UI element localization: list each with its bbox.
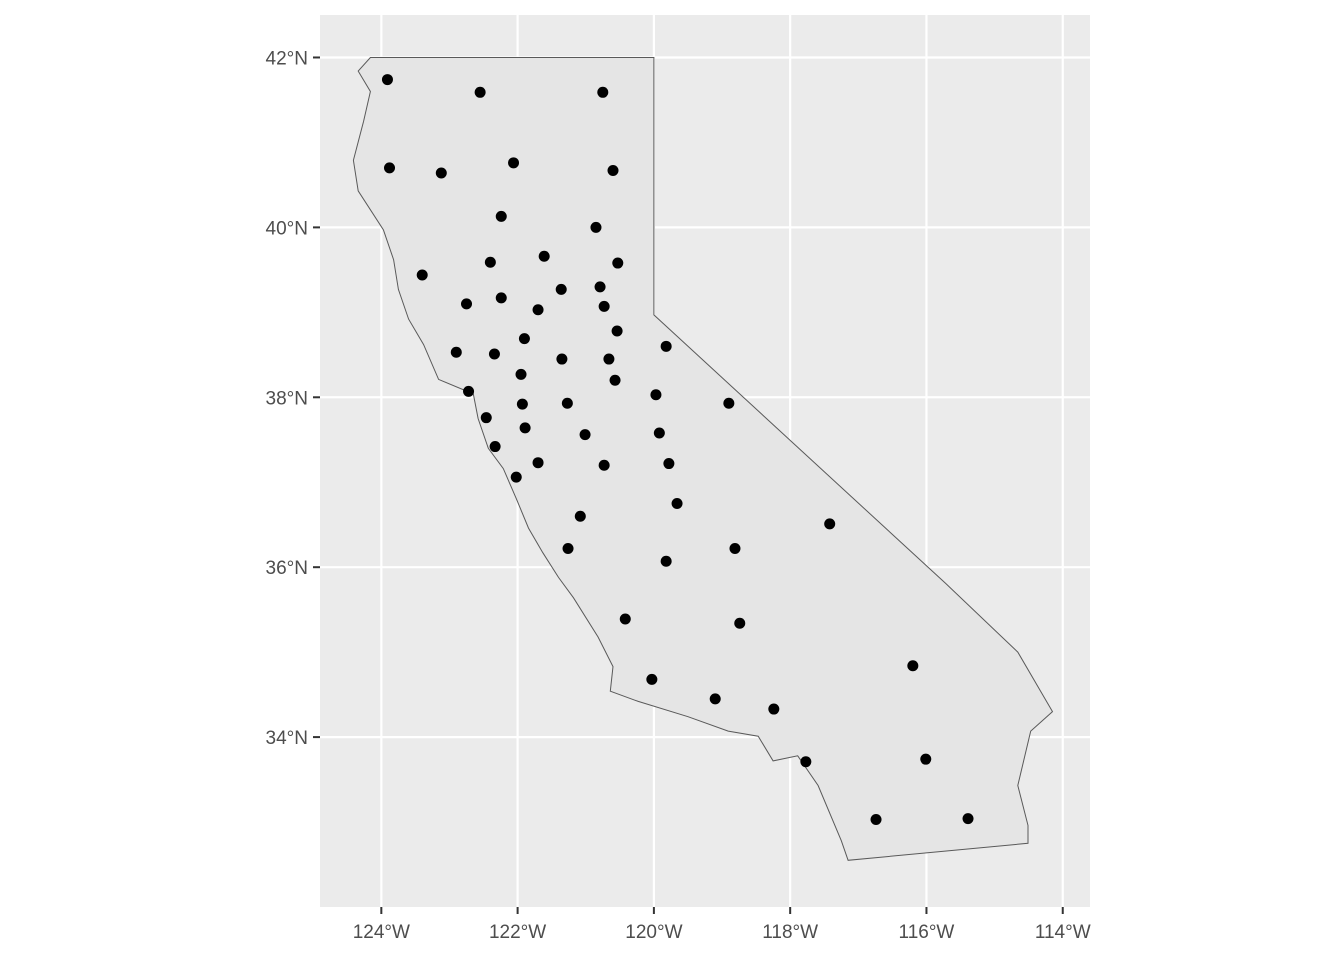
county-point xyxy=(579,429,591,441)
county-point xyxy=(663,458,675,470)
county-point xyxy=(920,753,932,765)
county-point xyxy=(489,441,501,453)
y-axis: 34°N 36°N 38°N 40°N 42°N xyxy=(266,48,320,749)
county-point xyxy=(598,300,610,312)
county-point xyxy=(495,292,507,304)
county-point xyxy=(723,397,735,409)
county-point xyxy=(495,210,507,222)
county-point xyxy=(574,510,586,522)
county-point xyxy=(646,673,658,685)
county-point xyxy=(484,256,496,268)
county-point xyxy=(907,660,919,672)
county-point xyxy=(660,340,672,352)
county-point xyxy=(824,518,836,530)
county-point xyxy=(870,813,882,825)
county-point xyxy=(555,283,567,295)
y-tick-label: 40°N xyxy=(266,218,308,239)
county-point xyxy=(381,74,393,86)
x-tick-label: 118°W xyxy=(762,922,818,943)
county-point xyxy=(619,613,631,625)
county-point xyxy=(561,397,573,409)
y-tick-label: 36°N xyxy=(266,558,308,579)
x-tick-label: 122°W xyxy=(489,922,546,943)
county-point xyxy=(612,257,624,269)
county-point xyxy=(609,374,621,386)
county-point xyxy=(488,348,500,360)
county-point xyxy=(734,617,746,629)
x-tick-label: 114°W xyxy=(1035,922,1091,943)
county-point xyxy=(962,813,974,825)
county-point xyxy=(516,398,528,410)
county-point xyxy=(518,333,530,345)
county-point xyxy=(474,86,486,98)
county-point xyxy=(650,389,662,401)
y-tick-label: 38°N xyxy=(266,388,308,409)
county-point xyxy=(611,325,623,337)
county-point xyxy=(450,346,462,358)
y-tick-label: 34°N xyxy=(266,728,308,749)
county-point xyxy=(709,693,721,705)
x-tick-label: 124°W xyxy=(353,922,410,943)
county-point xyxy=(603,353,615,365)
county-point xyxy=(519,422,531,434)
y-tick-label: 42°N xyxy=(266,48,308,69)
county-point xyxy=(508,157,520,169)
x-tick-label: 120°W xyxy=(625,922,682,943)
county-point xyxy=(660,555,672,567)
county-point xyxy=(729,543,741,555)
county-point xyxy=(515,368,527,380)
county-point xyxy=(463,385,475,397)
x-axis: 124°W 122°W 120°W 118°W 116°W 114°W xyxy=(353,907,1091,943)
x-tick-label: 116°W xyxy=(899,922,955,943)
county-point xyxy=(671,497,683,509)
county-point xyxy=(461,298,473,310)
county-point xyxy=(597,86,609,98)
county-point xyxy=(532,457,544,469)
county-point xyxy=(556,353,568,365)
county-point xyxy=(607,164,619,176)
county-point xyxy=(510,471,522,483)
county-point xyxy=(598,459,610,471)
county-point xyxy=(653,427,665,439)
state-land xyxy=(352,57,1054,861)
county-point xyxy=(562,543,574,555)
county-centroid-points xyxy=(381,74,974,825)
county-point xyxy=(800,756,812,768)
county-point xyxy=(384,162,396,174)
county-point xyxy=(594,281,606,293)
california-outline xyxy=(352,57,1054,861)
county-point xyxy=(435,167,447,179)
county-point xyxy=(590,221,602,233)
county-point xyxy=(416,269,428,281)
county-point xyxy=(768,703,780,715)
county-point xyxy=(480,412,492,424)
county-point xyxy=(538,250,550,262)
county-point xyxy=(532,304,544,316)
